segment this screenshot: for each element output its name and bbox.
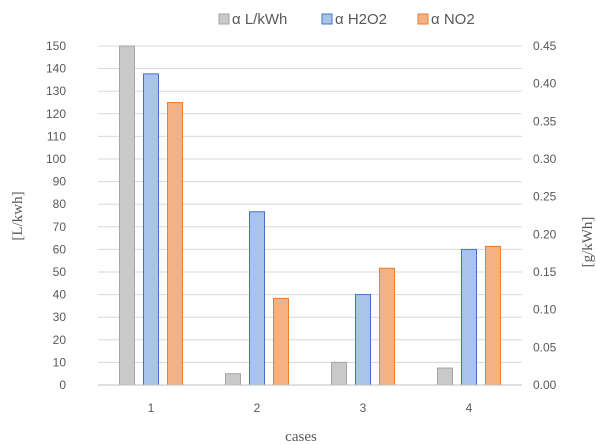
bar-h2o2-case-4 (461, 248, 477, 386)
right-y-tick-label: 0.40 (533, 77, 557, 91)
x-tick-label: 2 (254, 401, 261, 415)
x-tick-label: 4 (466, 401, 473, 415)
bar-l-kwh-case-4 (437, 367, 453, 386)
legend-label: α L/kWh (232, 11, 287, 28)
right-y-tick-label: 0.35 (533, 114, 557, 128)
left-y-tick-label: 10 (53, 355, 67, 369)
bar-no2-case-2 (273, 297, 289, 386)
bar-l-kwh-case-1 (119, 45, 135, 386)
left-y-tick-label: 150 (46, 39, 66, 53)
bar-h2o2-case-1 (143, 73, 159, 386)
left-y-tick-label: 90 (53, 175, 67, 189)
legend-label: α NO2 (431, 11, 475, 28)
bar-l-kwh-case-3 (331, 361, 347, 386)
left-y-tick-label: 140 (46, 62, 66, 76)
bar-h2o2-case-3 (355, 294, 371, 386)
right-y-tick-label: 0.30 (533, 152, 557, 166)
left-y-tick-label: 60 (53, 242, 67, 256)
bar-h2o2-case-2 (249, 211, 265, 386)
bar-no2-case-1 (167, 102, 183, 386)
right-y-tick-label: 0.15 (533, 265, 557, 279)
right-y-axis: 0.00 0.05 0.10 0.15 0.20 0.25 0.30 0.35 0.40 0.45 (533, 39, 557, 392)
left-y-tick-label: 110 (47, 129, 66, 143)
right-y-axis-title: [g/kWh] (580, 217, 596, 268)
left-y-tick-label: 50 (53, 265, 67, 279)
right-y-tick-label: 0.00 (533, 378, 557, 392)
left-y-tick-label: 120 (46, 107, 66, 121)
x-tick-label: 1 (148, 401, 155, 415)
x-tick-label: 3 (360, 401, 367, 415)
right-y-tick-label: 0.45 (533, 39, 557, 53)
left-y-tick-label: 20 (53, 333, 67, 347)
bar-no2-case-4 (485, 245, 501, 386)
bars (119, 45, 501, 386)
left-y-tick-label: 80 (53, 197, 67, 211)
x-axis-title: cases (285, 429, 317, 445)
left-y-tick-label: 30 (53, 310, 67, 324)
legend: α L/kWh α H2O2 α NO2 (218, 11, 475, 28)
legend-label: α H2O2 (335, 11, 387, 28)
x-axis: 1 2 3 4 (98, 384, 522, 415)
gridlines (98, 45, 522, 386)
left-y-tick-label: 40 (53, 288, 67, 302)
right-y-tick-label: 0.25 (533, 190, 557, 204)
legend-swatch (321, 13, 333, 25)
left-y-axis-title: [L/kwh] (10, 191, 26, 240)
right-y-tick-label: 0.20 (533, 227, 557, 241)
left-y-tick-label: 130 (46, 84, 66, 98)
right-y-tick-label: 0.10 (533, 303, 557, 317)
legend-swatch (417, 13, 429, 25)
legend-swatch (218, 13, 230, 25)
bar-no2-case-3 (379, 267, 395, 386)
bar-l-kwh-case-2 (225, 373, 241, 386)
left-y-axis: 0 10 20 30 40 50 60 70 80 90 100 110 120 130 140 150 (46, 39, 66, 392)
left-y-tick-label: 0 (59, 378, 66, 392)
left-y-tick-label: 100 (46, 152, 66, 166)
right-y-tick-label: 0.05 (533, 340, 557, 354)
left-y-tick-label: 70 (53, 220, 67, 234)
